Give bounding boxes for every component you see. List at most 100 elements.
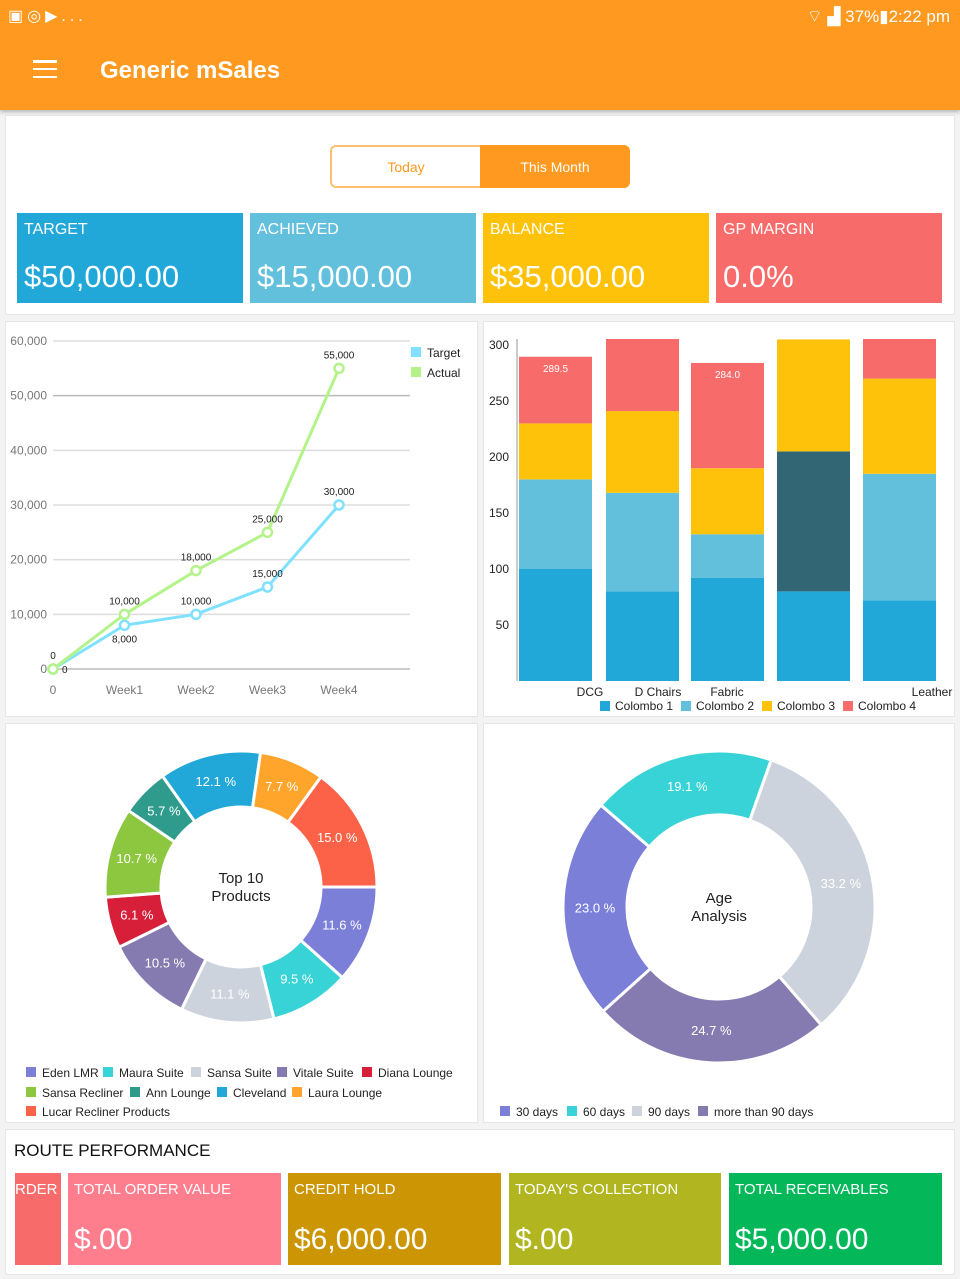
y-tick-label: 30,000: [10, 498, 47, 512]
route-card-order: RDER: [15, 1173, 61, 1265]
y-tick-label: 150: [489, 506, 509, 520]
hamburger-menu-icon[interactable]: [33, 60, 57, 78]
slice-label: 11.1 %: [210, 986, 250, 1001]
legend-label: Colombo 3: [777, 699, 835, 713]
route-card-label: TOTAL RECEIVABLES: [735, 1181, 889, 1198]
legend-swatch: [567, 1106, 577, 1116]
kpi-value: 0.0%: [723, 259, 794, 294]
x-tick-label: DCG: [577, 685, 604, 699]
data-point: [190, 608, 202, 621]
legend-label: Vitale Suite: [293, 1066, 354, 1080]
data-label: 0: [62, 665, 68, 676]
route-card-total-receivables: TOTAL RECEIVABLES $5,000.00: [729, 1173, 942, 1265]
data-label: 8,000: [112, 634, 137, 645]
bar-segment: [606, 411, 679, 493]
data-point: [118, 619, 131, 632]
bar-segment: [606, 492, 679, 592]
route-card-credit-hold: CREDIT HOLD $6,000.00: [288, 1173, 501, 1265]
app-title: Generic mSales: [100, 57, 281, 84]
legend-swatch: [103, 1067, 113, 1077]
slice-label: 33.2 %: [821, 876, 862, 891]
kpi-label: TARGET: [24, 221, 88, 238]
data-point: [261, 581, 274, 593]
legend-swatch: [130, 1087, 140, 1097]
data-label: 30,000: [324, 487, 355, 498]
kpi-value: $15,000.00: [257, 259, 413, 294]
donut-center-text: Analysis: [691, 908, 747, 925]
legend-label: Eden LMR: [42, 1066, 99, 1080]
series-line-target: [52, 504, 341, 671]
data-label: 55,000: [324, 350, 355, 361]
y-tick-label: 0: [40, 662, 47, 676]
route-card-value: $.00: [74, 1223, 133, 1256]
status-notification-icons: ▣◎▶...: [8, 6, 87, 26]
bar-segment: [777, 591, 850, 681]
legend-label: Lucar Recliner Products: [42, 1105, 170, 1119]
legend-label: Target: [427, 346, 461, 360]
data-label: 25,000: [252, 514, 283, 525]
legend-label: Colombo 2: [696, 699, 754, 713]
bar-segment: [863, 378, 936, 474]
bar-segment: [777, 451, 850, 592]
stacked-bar-chart: 50 100 150 200 250 300 289.5 DCG D Chairs 284.0 Fa…: [489, 338, 952, 713]
tab-this-month[interactable]: This Month: [480, 145, 630, 188]
route-card-todays-collection: TODAY'S COLLECTION $.00: [509, 1173, 721, 1265]
bar-segment: [519, 423, 592, 480]
legend-swatch: [681, 701, 691, 711]
series-line-actual: [52, 367, 341, 671]
legend-label: Colombo 4: [858, 699, 916, 713]
x-tick-label: Fabric: [710, 685, 743, 699]
slice-label: 19.1 %: [667, 779, 708, 794]
bar-segment: [863, 600, 936, 681]
route-card-value: $.00: [515, 1223, 574, 1256]
bar-segment: [691, 577, 764, 681]
status-right: ⌔ ▟ 37%▮2:22 pm: [807, 6, 950, 27]
kpi-value: $35,000.00: [490, 259, 646, 294]
legend-swatch: [191, 1067, 201, 1077]
play-store-icon: ▶: [45, 8, 62, 25]
x-tick-label: Week2: [177, 683, 214, 697]
bar-segment: [691, 468, 764, 535]
legend-swatch: [277, 1067, 287, 1077]
kpi-value: $50,000.00: [24, 259, 180, 294]
data-label: 10,000: [109, 596, 140, 607]
kpi-achieved: ACHIEVED $15,000.00: [250, 213, 476, 303]
data-point: [190, 564, 202, 577]
legend-label: Sansa Suite: [207, 1066, 272, 1080]
bar-total-label: 289.5: [543, 364, 568, 375]
x-tick-label: Week4: [320, 683, 357, 697]
tab-today[interactable]: Today: [330, 145, 480, 188]
data-point: [47, 663, 59, 675]
kpi-label: BALANCE: [490, 221, 565, 238]
legend-label: Colombo 1: [615, 699, 673, 713]
slice-label: 7.7 %: [265, 779, 299, 794]
x-tick-label: 0: [50, 683, 57, 697]
route-card-label: TODAY'S COLLECTION: [515, 1181, 679, 1198]
top-products-donut: 11.6 % 9.5 % 11.1 % 10.5 % 6.1 % 10.7 % 5.7 % 1…: [26, 749, 453, 1119]
y-tick-label: 50,000: [10, 389, 47, 403]
line-chart: 0 10,000 20,000 30,000 40,000 50,000 60,000 0 We…: [10, 334, 461, 697]
route-card-label: RDER: [15, 1181, 58, 1198]
legend-swatch: [411, 347, 421, 357]
more-notifications: ...: [61, 8, 87, 25]
gallery-icon: ▣: [8, 8, 28, 25]
route-performance-title: ROUTE PERFORMANCE: [14, 1141, 211, 1160]
bar-segment: [863, 473, 936, 601]
legend-swatch: [26, 1067, 36, 1077]
legend-label: 60 days: [583, 1105, 625, 1119]
legend-swatch: [632, 1106, 642, 1116]
y-tick-label: 10,000: [10, 607, 47, 621]
slice-label: 11.6 %: [322, 917, 362, 932]
legend-swatch: [762, 701, 772, 711]
sync-icon: ◎: [27, 8, 46, 25]
x-tick-label: D Chairs: [635, 685, 682, 699]
slice-label: 10.7 %: [116, 851, 157, 866]
route-card-value: $6,000.00: [294, 1223, 428, 1256]
bar-segment: [691, 362, 764, 469]
donut-center-text: Age: [706, 890, 733, 907]
kpi-target: TARGET $50,000.00: [17, 213, 243, 303]
data-point: [261, 526, 274, 539]
bar-segment: [519, 569, 592, 681]
data-point: [118, 608, 131, 621]
